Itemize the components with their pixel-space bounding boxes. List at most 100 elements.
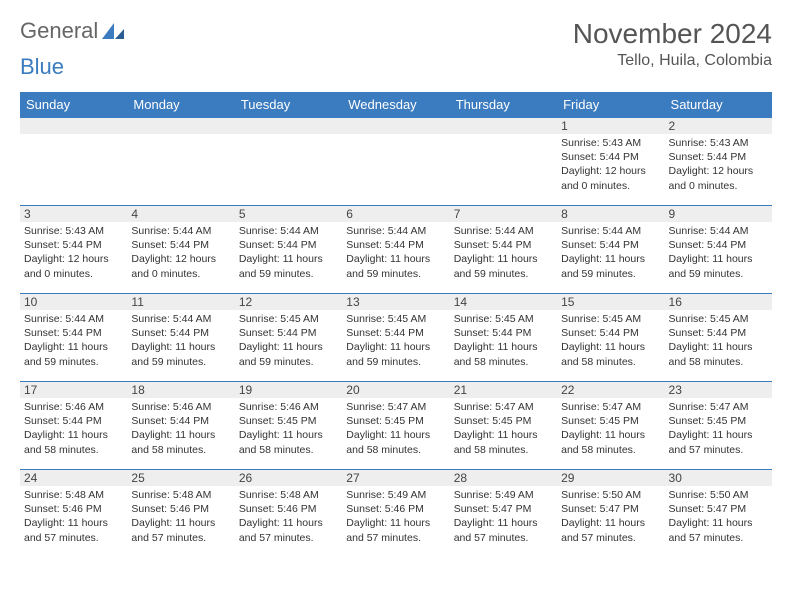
day-number: 3 <box>20 206 127 222</box>
calendar-day-cell: 6Sunrise: 5:44 AMSunset: 5:44 PMDaylight… <box>342 206 449 294</box>
logo-text-general: General <box>20 18 98 44</box>
weekday-header: Tuesday <box>235 92 342 118</box>
calendar-day-cell <box>235 118 342 206</box>
weekday-header: Friday <box>557 92 664 118</box>
weekday-header: Monday <box>127 92 234 118</box>
calendar-day-cell: 30 Sunrise: 5:50 AMSunset: 5:47 PMDayligh… <box>665 470 772 558</box>
calendar-day-cell <box>450 118 557 206</box>
day-details: Sunrise: 5:47 AMSunset: 5:45 PMDaylight:… <box>346 400 445 457</box>
day-number: 23 <box>665 382 772 398</box>
location: Tello, Huila, Colombia <box>573 52 772 70</box>
day-number: 6 <box>342 206 449 222</box>
calendar-day-cell: 26 Sunrise: 5:48 AMSunset: 5:46 PMDayligh… <box>235 470 342 558</box>
calendar-day-cell: 20 Sunrise: 5:47 AMSunset: 5:45 PMDayligh… <box>342 382 449 470</box>
day-number: 9 <box>665 206 772 222</box>
day-details: Sunrise: 5:43 AMSunset: 5:44 PMDaylight:… <box>561 136 660 193</box>
day-number: 8 <box>557 206 664 222</box>
day-details: Sunrise: 5:44 AMSunset: 5:44 PMDaylight:… <box>131 312 230 369</box>
day-details: Sunrise: 5:50 AMSunset: 5:47 PMDaylight:… <box>669 488 768 545</box>
day-details: Sunrise: 5:45 AMSunset: 5:44 PMDaylight:… <box>454 312 553 369</box>
calendar-day-cell: 12 Sunrise: 5:45 AMSunset: 5:44 PMDayligh… <box>235 294 342 382</box>
day-number: 4 <box>127 206 234 222</box>
calendar-day-cell: 16Sunrise: 5:45 AMSunset: 5:44 PMDayligh… <box>665 294 772 382</box>
day-number: 2 <box>665 118 772 134</box>
day-number: 12 <box>235 294 342 310</box>
calendar-day-cell: 23 Sunrise: 5:47 AMSunset: 5:45 PMDayligh… <box>665 382 772 470</box>
weekday-header: Thursday <box>450 92 557 118</box>
day-details: Sunrise: 5:45 AMSunset: 5:44 PMDaylight:… <box>239 312 338 369</box>
calendar-day-cell: 27Sunrise: 5:49 AMSunset: 5:46 PMDayligh… <box>342 470 449 558</box>
calendar-day-cell: 29Sunrise: 5:50 AMSunset: 5:47 PMDayligh… <box>557 470 664 558</box>
day-number: 21 <box>450 382 557 398</box>
day-number: 22 <box>557 382 664 398</box>
calendar-day-cell: 3 Sunrise: 5:43 AMSunset: 5:44 PMDaylight… <box>20 206 127 294</box>
day-details: Sunrise: 5:44 AMSunset: 5:44 PMDaylight:… <box>24 312 123 369</box>
empty-day-bar <box>127 118 234 134</box>
day-details: Sunrise: 5:45 AMSunset: 5:44 PMDaylight:… <box>346 312 445 369</box>
calendar-day-cell: 21Sunrise: 5:47 AMSunset: 5:45 PMDayligh… <box>450 382 557 470</box>
calendar-day-cell: 8Sunrise: 5:44 AMSunset: 5:44 PMDaylight… <box>557 206 664 294</box>
day-details: Sunrise: 5:44 AMSunset: 5:44 PMDaylight:… <box>131 224 230 281</box>
day-number: 18 <box>127 382 234 398</box>
weekday-header: Sunday <box>20 92 127 118</box>
day-number: 1 <box>557 118 664 134</box>
day-details: Sunrise: 5:44 AMSunset: 5:44 PMDaylight:… <box>669 224 768 281</box>
empty-day-bar <box>235 118 342 134</box>
title-block: November 2024 Tello, Huila, Colombia <box>573 18 772 70</box>
logo-sail-icon <box>100 21 126 41</box>
day-number: 20 <box>342 382 449 398</box>
day-number: 29 <box>557 470 664 486</box>
day-number: 7 <box>450 206 557 222</box>
logo: General <box>20 18 126 44</box>
day-details: Sunrise: 5:44 AMSunset: 5:44 PMDaylight:… <box>239 224 338 281</box>
calendar-day-cell: 7Sunrise: 5:44 AMSunset: 5:44 PMDaylight… <box>450 206 557 294</box>
day-number: 5 <box>235 206 342 222</box>
day-details: Sunrise: 5:46 AMSunset: 5:44 PMDaylight:… <box>24 400 123 457</box>
day-number: 25 <box>127 470 234 486</box>
calendar-day-cell: 22 Sunrise: 5:47 AMSunset: 5:45 PMDayligh… <box>557 382 664 470</box>
calendar-day-cell: 1 Sunrise: 5:43 AMSunset: 5:44 PMDaylight… <box>557 118 664 206</box>
day-details: Sunrise: 5:49 AMSunset: 5:46 PMDaylight:… <box>346 488 445 545</box>
day-number: 30 <box>665 470 772 486</box>
day-details: Sunrise: 5:45 AMSunset: 5:44 PMDaylight:… <box>669 312 768 369</box>
day-number: 11 <box>127 294 234 310</box>
calendar-day-cell: 17 Sunrise: 5:46 AMSunset: 5:44 PMDayligh… <box>20 382 127 470</box>
day-number: 13 <box>342 294 449 310</box>
month-title: November 2024 <box>573 18 772 50</box>
day-details: Sunrise: 5:49 AMSunset: 5:47 PMDaylight:… <box>454 488 553 545</box>
calendar-week-row: 24Sunrise: 5:48 AMSunset: 5:46 PMDayligh… <box>20 470 772 558</box>
empty-day-bar <box>450 118 557 134</box>
day-details: Sunrise: 5:43 AMSunset: 5:44 PMDaylight:… <box>24 224 123 281</box>
weekday-header: Wednesday <box>342 92 449 118</box>
day-details: Sunrise: 5:47 AMSunset: 5:45 PMDaylight:… <box>669 400 768 457</box>
day-details: Sunrise: 5:46 AMSunset: 5:44 PMDaylight:… <box>131 400 230 457</box>
calendar-day-cell <box>127 118 234 206</box>
calendar-day-cell: 28 Sunrise: 5:49 AMSunset: 5:47 PMDayligh… <box>450 470 557 558</box>
calendar-day-cell: 24Sunrise: 5:48 AMSunset: 5:46 PMDayligh… <box>20 470 127 558</box>
day-details: Sunrise: 5:48 AMSunset: 5:46 PMDaylight:… <box>239 488 338 545</box>
day-number: 26 <box>235 470 342 486</box>
day-details: Sunrise: 5:47 AMSunset: 5:45 PMDaylight:… <box>561 400 660 457</box>
calendar-day-cell <box>20 118 127 206</box>
day-details: Sunrise: 5:48 AMSunset: 5:46 PMDaylight:… <box>131 488 230 545</box>
calendar-day-cell: 19Sunrise: 5:46 AMSunset: 5:45 PMDayligh… <box>235 382 342 470</box>
day-details: Sunrise: 5:43 AMSunset: 5:44 PMDaylight:… <box>669 136 768 193</box>
weekday-header: Saturday <box>665 92 772 118</box>
calendar-day-cell: 2 Sunrise: 5:43 AMSunset: 5:44 PMDaylight… <box>665 118 772 206</box>
day-number: 28 <box>450 470 557 486</box>
empty-day-bar <box>20 118 127 134</box>
calendar-day-cell: 25 Sunrise: 5:48 AMSunset: 5:46 PMDayligh… <box>127 470 234 558</box>
calendar-day-cell: 11 Sunrise: 5:44 AMSunset: 5:44 PMDayligh… <box>127 294 234 382</box>
logo-text-blue: Blue <box>20 54 64 80</box>
day-details: Sunrise: 5:45 AMSunset: 5:44 PMDaylight:… <box>561 312 660 369</box>
day-number: 24 <box>20 470 127 486</box>
weekday-header-row: Sunday Monday Tuesday Wednesday Thursday… <box>20 92 772 118</box>
day-number: 17 <box>20 382 127 398</box>
calendar-week-row: 3 Sunrise: 5:43 AMSunset: 5:44 PMDaylight… <box>20 206 772 294</box>
calendar-day-cell: 4 Sunrise: 5:44 AMSunset: 5:44 PMDaylight… <box>127 206 234 294</box>
calendar-week-row: 1 Sunrise: 5:43 AMSunset: 5:44 PMDaylight… <box>20 118 772 206</box>
calendar-day-cell: 10Sunrise: 5:44 AMSunset: 5:44 PMDayligh… <box>20 294 127 382</box>
calendar-body: 1 Sunrise: 5:43 AMSunset: 5:44 PMDaylight… <box>20 118 772 558</box>
calendar-week-row: 17Sunrise: 5:46 AMSunset: 5:44 PMDayligh… <box>20 382 772 470</box>
calendar-week-row: 10Sunrise: 5:44 AMSunset: 5:44 PMDayligh… <box>20 294 772 382</box>
